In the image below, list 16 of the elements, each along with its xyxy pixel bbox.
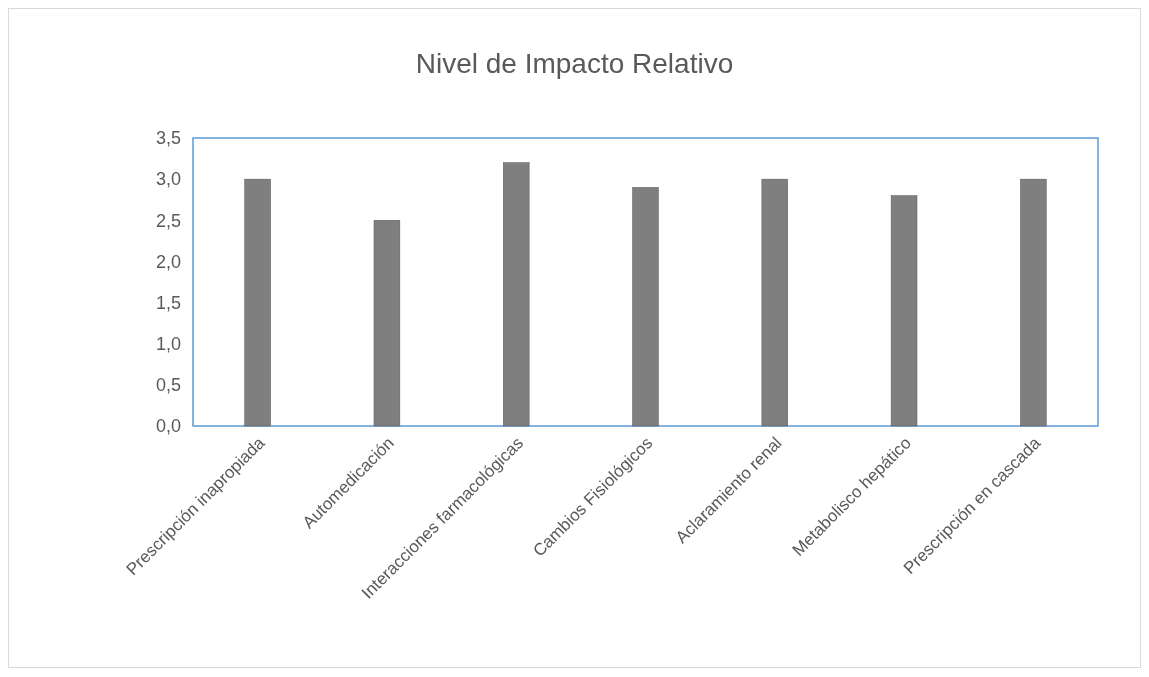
- y-tick-label: 0,5: [155, 375, 181, 396]
- bar: [503, 162, 530, 427]
- bar: [244, 178, 271, 427]
- bar: [373, 220, 401, 427]
- y-tick-label: 3,5: [155, 128, 181, 149]
- y-tick-label: 2,0: [155, 251, 181, 272]
- bar: [890, 195, 918, 427]
- y-tick-label: 1,0: [155, 334, 181, 355]
- y-tick-label: 3,0: [155, 169, 181, 190]
- bar: [632, 187, 659, 427]
- y-tick-label: 1,5: [155, 292, 181, 313]
- y-tick-label: 0,0: [155, 416, 181, 437]
- bar: [1020, 178, 1047, 427]
- y-tick-label: 2,5: [155, 210, 181, 231]
- chart-title: Nivel de Impacto Relativo: [415, 48, 734, 79]
- bar: [761, 178, 788, 427]
